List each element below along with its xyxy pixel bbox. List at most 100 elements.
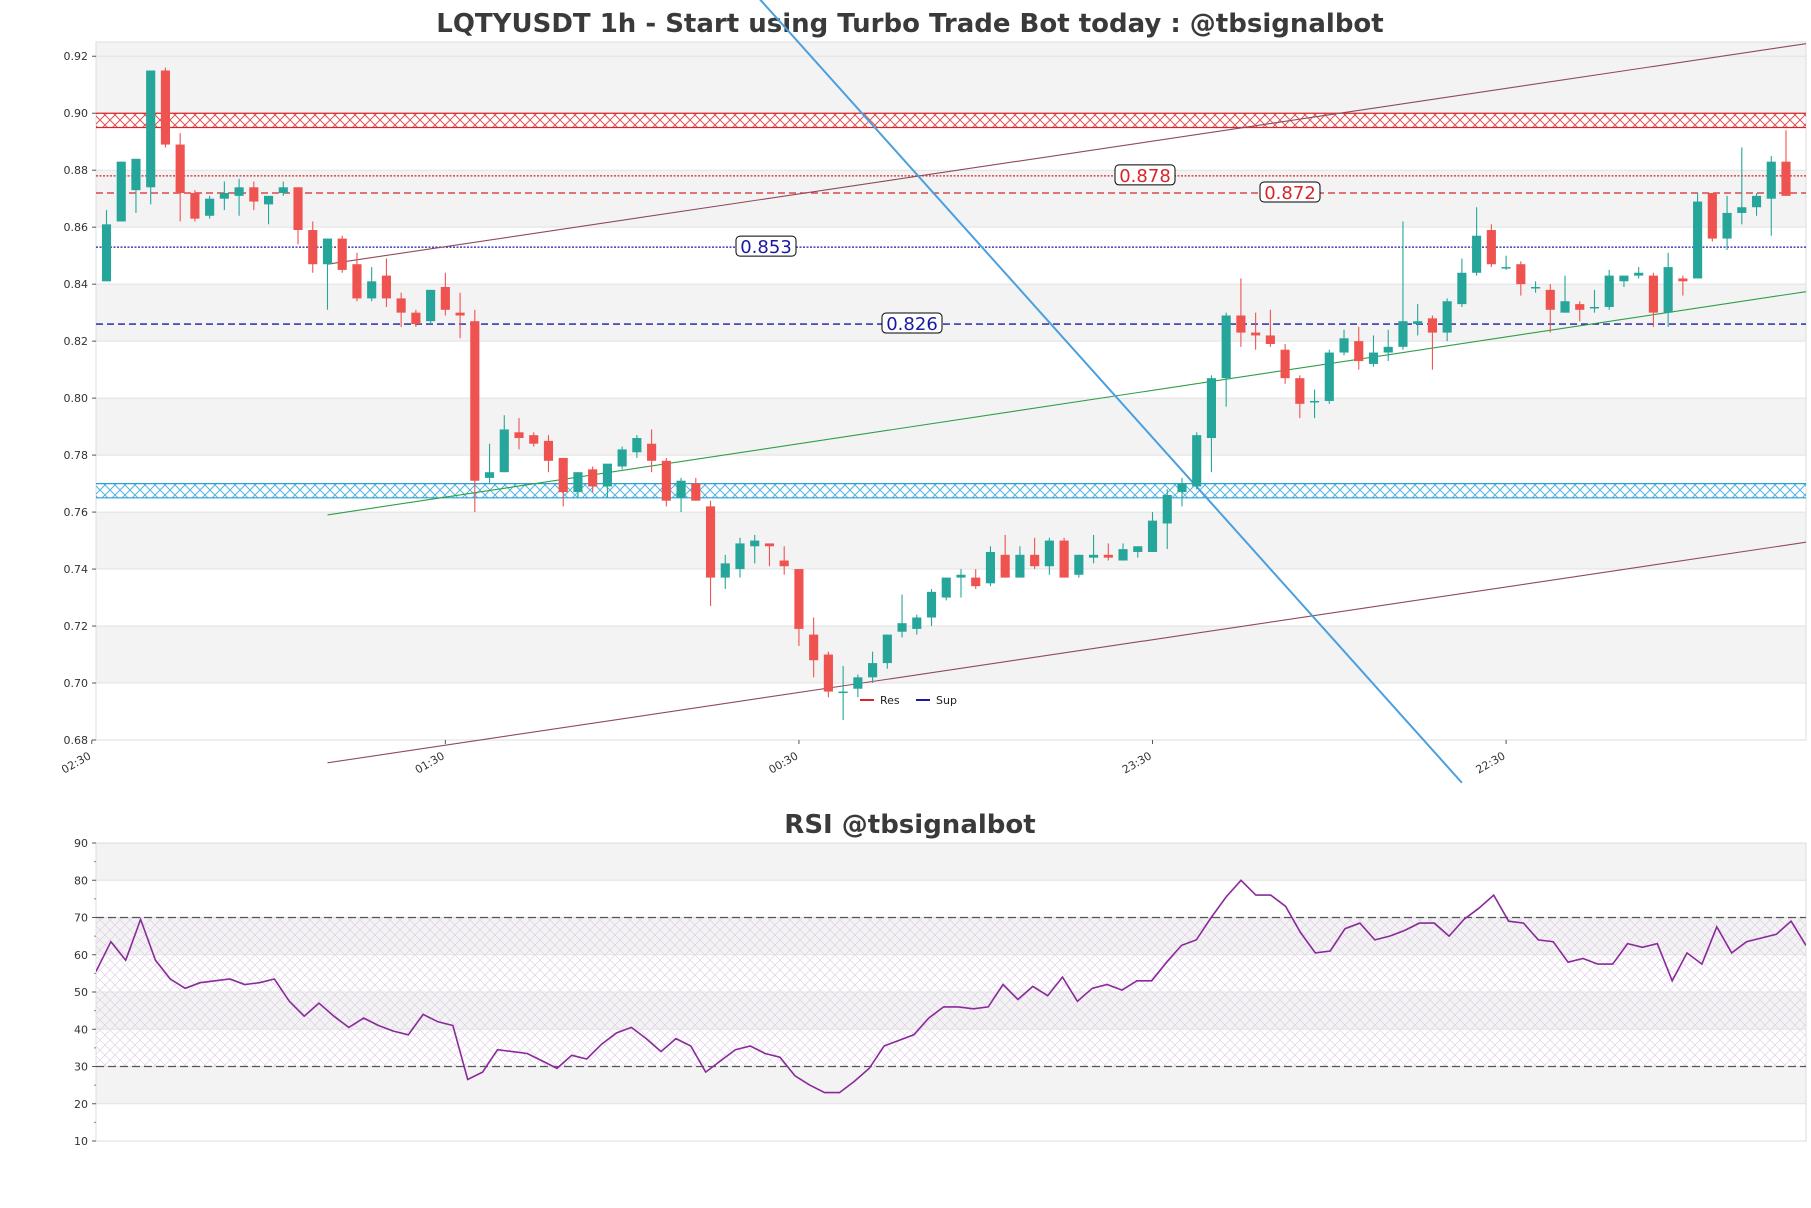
- candle-body: [897, 623, 907, 632]
- candle: [1766, 155, 1776, 236]
- candle-body: [956, 574, 966, 578]
- candle: [676, 477, 686, 513]
- rsi-band: [96, 843, 1806, 881]
- candle-body: [558, 457, 568, 493]
- candle: [1162, 489, 1172, 550]
- candle-body: [691, 483, 701, 501]
- y-tick-label: 0.78: [64, 449, 89, 462]
- candle-body: [1206, 378, 1217, 439]
- y-tick-label: 0.70: [64, 677, 89, 690]
- candle: [1575, 301, 1585, 322]
- candle: [1619, 275, 1629, 288]
- candle: [794, 569, 804, 646]
- candle: [868, 651, 878, 684]
- candle: [131, 158, 141, 213]
- candle: [823, 651, 833, 698]
- candle: [234, 178, 244, 216]
- candle-body: [661, 460, 671, 501]
- candle-body: [234, 187, 244, 196]
- candle-body: [1221, 315, 1231, 379]
- candle-body: [278, 187, 288, 193]
- candle-body: [455, 312, 465, 316]
- candle: [293, 187, 303, 245]
- candle: [1472, 207, 1482, 276]
- support-zone-fill: [96, 483, 1806, 498]
- candle: [764, 543, 775, 567]
- candle-body: [1368, 352, 1379, 364]
- candle-body: [1147, 520, 1158, 552]
- candle-body: [823, 654, 833, 692]
- candle: [602, 463, 612, 498]
- rsi-y-tick-label: 40: [74, 1023, 88, 1036]
- candle: [588, 466, 598, 493]
- candle-body: [941, 577, 951, 598]
- candle-body: [1280, 349, 1290, 379]
- y-tick-label: 0.68: [64, 734, 89, 747]
- candle-body: [926, 591, 937, 618]
- candle: [1516, 261, 1526, 296]
- candle: [1486, 224, 1496, 268]
- candle-body: [1545, 289, 1555, 310]
- candle-body: [146, 70, 156, 188]
- candle: [779, 546, 789, 575]
- x-tick-label: 00:30: [766, 749, 800, 776]
- candle: [1781, 130, 1791, 196]
- support-label: 0.853: [740, 237, 792, 258]
- candle-body: [1000, 554, 1010, 578]
- rsi-band: [96, 1066, 1806, 1104]
- candle: [1118, 543, 1128, 561]
- candle-body: [1427, 318, 1437, 333]
- candle-body: [131, 158, 141, 191]
- candle-body: [720, 563, 730, 578]
- y-tick-label: 0.76: [64, 506, 89, 519]
- candle: [381, 258, 391, 307]
- candle: [1501, 255, 1511, 270]
- candle: [396, 292, 406, 327]
- candle-body: [529, 435, 539, 444]
- candle: [514, 418, 524, 450]
- main-chart-candles: [101, 67, 1791, 721]
- candle: [1192, 432, 1202, 490]
- candle-body: [1177, 483, 1187, 493]
- candle-body: [1192, 435, 1202, 487]
- support-label-box: [735, 235, 797, 257]
- candle-body: [1530, 287, 1541, 289]
- candle: [1324, 349, 1334, 404]
- candle: [1044, 537, 1054, 575]
- main-chart-legend: Res Sup: [860, 694, 957, 707]
- candle-body: [617, 449, 627, 467]
- candle-body: [263, 195, 274, 205]
- candle-body: [1560, 301, 1570, 313]
- candle-body: [484, 472, 495, 478]
- candle-body: [1265, 335, 1275, 344]
- candle-body: [647, 443, 657, 461]
- candle: [838, 665, 848, 721]
- candle: [455, 292, 465, 339]
- rsi-y-tick-label: 30: [74, 1061, 88, 1074]
- main-chart-levels: [96, 175, 1806, 325]
- y-tick-label: 0.80: [64, 392, 89, 405]
- candle-body: [293, 187, 303, 231]
- candle: [1265, 309, 1275, 347]
- main-chart-trendlines: [327, 0, 1806, 784]
- y-tick-label: 0.90: [64, 107, 89, 120]
- rsi-line: [96, 879, 1806, 1094]
- candle-body: [175, 144, 185, 193]
- candle-body: [1324, 352, 1334, 401]
- trend-line: [327, 541, 1806, 764]
- candle: [985, 546, 996, 587]
- x-tick-label: 23:30: [1120, 749, 1154, 776]
- candle-body: [1766, 161, 1776, 199]
- candle: [1560, 275, 1570, 313]
- candle-body: [1472, 235, 1482, 273]
- candle-body: [1575, 304, 1585, 310]
- candle: [1295, 375, 1305, 419]
- candle-body: [116, 161, 126, 222]
- candle-body: [838, 691, 848, 694]
- candle-body: [1413, 321, 1423, 325]
- trend-line: [327, 291, 1806, 516]
- resistance-label: 0.878: [1119, 166, 1171, 187]
- resistance-label-box: [1259, 181, 1321, 203]
- main-band: [96, 398, 1806, 456]
- candle-body: [764, 543, 775, 547]
